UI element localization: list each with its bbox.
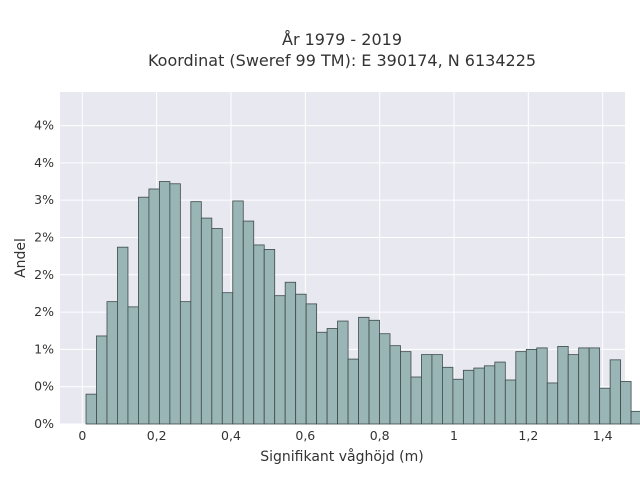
y-tick-label: 0% [34, 379, 54, 394]
histogram-bar [379, 333, 391, 425]
x-tick-label: 1 [450, 428, 458, 443]
histogram-bar [599, 387, 611, 425]
histogram-bar [347, 358, 359, 425]
x-tick-label: 0,2 [147, 428, 167, 443]
histogram-bar [158, 181, 171, 425]
y-tick-label: 4% [34, 155, 54, 170]
x-tick-label: 0,6 [295, 428, 315, 443]
histogram-bar [148, 188, 160, 425]
histogram-bar [525, 348, 538, 425]
histogram-bar [609, 359, 622, 425]
histogram-bar [221, 292, 234, 425]
histogram-bar [211, 228, 223, 425]
x-tick-label: 0 [78, 428, 86, 443]
histogram-bar [462, 369, 475, 425]
histogram-bar [431, 354, 443, 425]
histogram-bar [410, 376, 422, 425]
histogram-bar [179, 301, 192, 425]
y-tick-label: 3% [34, 192, 54, 207]
histogram-bar [117, 246, 129, 425]
histogram-bar [473, 367, 485, 425]
histogram-bar [504, 379, 517, 425]
histogram-bar [127, 306, 139, 425]
histogram-bar [588, 347, 601, 425]
histogram-bar [295, 293, 307, 425]
y-tick-label: 0% [34, 416, 54, 431]
x-tick-label: 0,4 [221, 428, 241, 443]
histogram-bar [316, 331, 328, 425]
histogram-bar [452, 378, 464, 425]
chart-title: År 1979 - 2019 [282, 30, 402, 49]
x-tick-label: 1,4 [593, 428, 613, 443]
histogram-bar [305, 303, 318, 425]
y-tick-label: 1% [34, 341, 54, 356]
histogram-bar [326, 328, 338, 425]
histogram-bar [421, 354, 433, 425]
histogram-bar [106, 301, 118, 425]
histogram-bar [274, 295, 286, 425]
histogram-bar [190, 201, 202, 425]
histogram-bar [284, 281, 297, 425]
histogram-bar [515, 351, 527, 425]
x-axis-ticks: 0 0,2 0,4 0,6 0,8 1 1,2 1,4 [78, 428, 612, 443]
x-axis-label: Signifikant våghöjd (m) [260, 448, 423, 465]
histogram-bar [442, 366, 454, 425]
x-tick-label: 1,2 [518, 428, 538, 443]
histogram-bars [85, 181, 640, 425]
x-tick-label: 0,8 [370, 428, 390, 443]
histogram-bar [557, 346, 569, 425]
histogram-bar [263, 249, 276, 425]
histogram-bar [138, 196, 150, 425]
histogram-bar [169, 183, 181, 425]
y-axis-label: Andel [13, 238, 29, 278]
histogram-bar [358, 316, 370, 425]
histogram-bar [483, 365, 496, 425]
histogram-bar [546, 382, 559, 425]
y-tick-label: 4% [34, 118, 54, 133]
y-tick-label: 2% [34, 229, 54, 244]
histogram-bar [494, 361, 506, 425]
histogram-bar [567, 354, 580, 425]
histogram-bar [400, 351, 412, 425]
histogram-bar [536, 347, 548, 425]
histogram-bar [368, 319, 380, 425]
y-tick-label: 2% [34, 304, 54, 319]
histogram-bar [96, 335, 108, 425]
histogram-bar [620, 381, 632, 425]
histogram-bar [200, 217, 213, 425]
histogram-bar [389, 345, 401, 425]
histogram-bar [242, 220, 255, 425]
histogram-bar [85, 393, 97, 425]
histogram-bar [630, 410, 640, 425]
chart-subtitle: Koordinat (Sweref 99 TM): E 390174, N 61… [148, 51, 536, 70]
y-axis-ticks: 0% 0% 1% 2% 2% 2% 3% 4% 4% [34, 118, 54, 431]
histogram-bar [337, 320, 349, 425]
y-tick-label: 2% [34, 267, 54, 282]
histogram-bar [232, 200, 244, 425]
histogram-bar [253, 244, 265, 425]
histogram-bar [578, 347, 590, 425]
